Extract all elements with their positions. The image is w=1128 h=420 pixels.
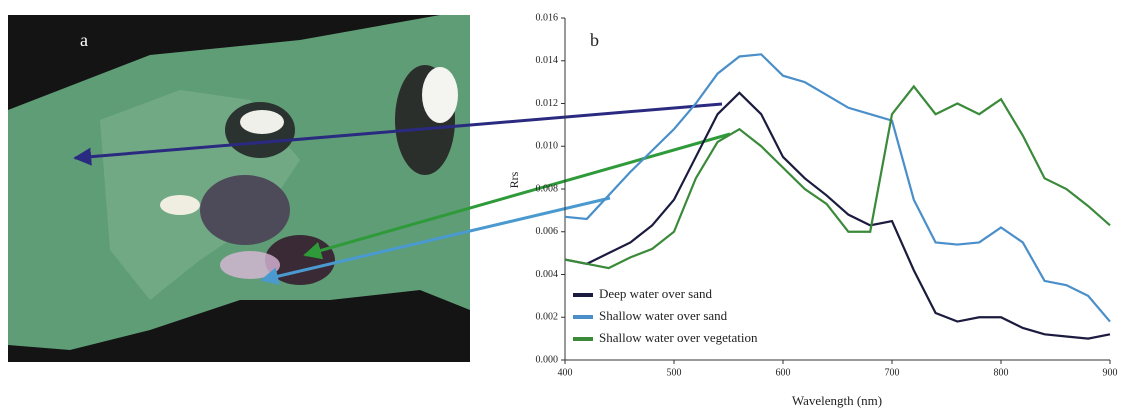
y-tick-label: 0.006 [536, 226, 559, 237]
y-tick-label: 0.004 [536, 269, 559, 280]
x-tick-label: 500 [667, 367, 682, 378]
y-axis-label: Rrs [507, 171, 521, 188]
arrow [260, 196, 611, 286]
y-tick-label: 0.002 [536, 312, 559, 323]
photo-panel: a [8, 15, 470, 362]
x-tick-label: 400 [558, 367, 573, 378]
panel-label: b [590, 30, 599, 50]
y-tick-label: 0.000 [536, 354, 559, 365]
panel-label: a [80, 30, 88, 50]
photo-pink [220, 251, 280, 279]
series-line [564, 84, 1111, 270]
photo-dark [200, 175, 290, 245]
photo-sand [160, 195, 200, 215]
legend-label: Shallow water over sand [599, 308, 728, 323]
x-tick-label: 800 [994, 367, 1009, 378]
x-tick-label: 700 [885, 367, 900, 378]
y-tick-label: 0.010 [536, 141, 559, 152]
arrow [73, 102, 723, 166]
y-tick-label: 0.014 [536, 55, 559, 66]
x-tick-label: 600 [776, 367, 791, 378]
legend-label: Deep water over sand [599, 286, 712, 301]
series-line [564, 91, 1111, 340]
y-tick-label: 0.012 [536, 98, 559, 109]
arrows [73, 102, 731, 286]
arrow [303, 132, 731, 260]
series-line [564, 53, 1111, 323]
y-tick-label: 0.008 [536, 183, 559, 194]
photo-sand [422, 67, 458, 123]
y-tick-label: 0.016 [536, 12, 559, 23]
photo-sand [240, 110, 284, 134]
x-tick-label: 900 [1103, 367, 1118, 378]
legend-label: Shallow water over vegetation [599, 330, 758, 345]
x-axis-label: Wavelength (nm) [792, 393, 882, 408]
